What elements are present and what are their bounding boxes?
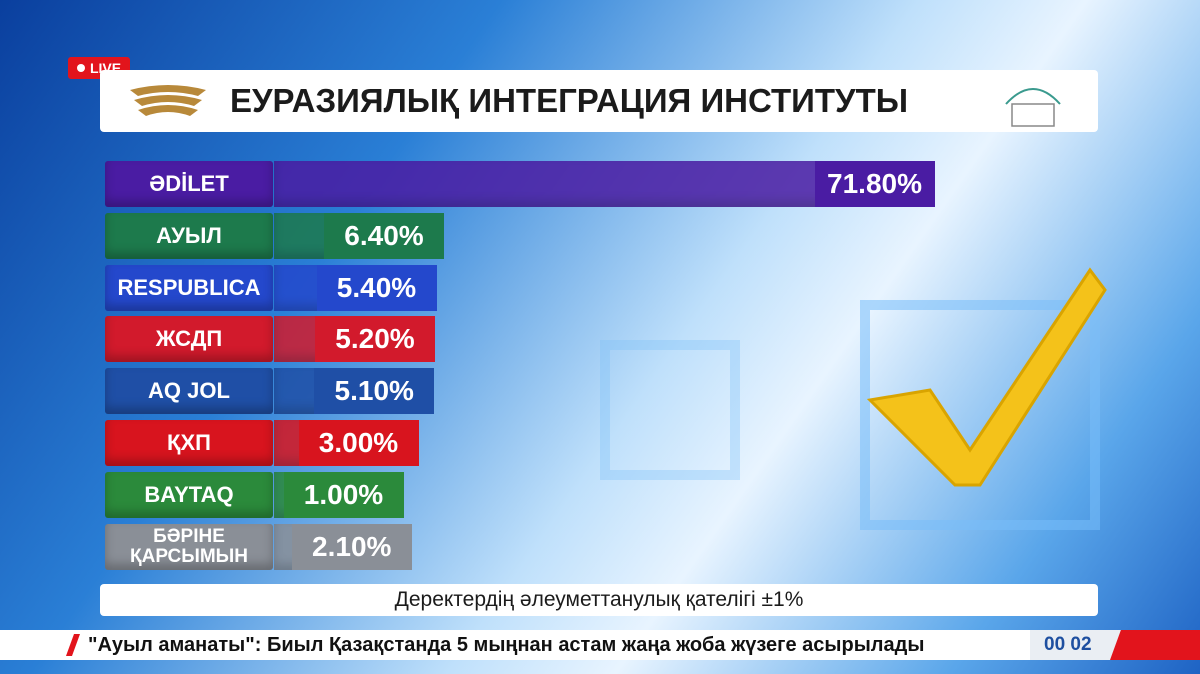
value-label: 5.40% — [316, 264, 437, 311]
checkmark — [866, 267, 1107, 487]
category-label: АУЫЛ — [105, 212, 273, 259]
category-label: AQ JOL — [105, 368, 273, 415]
logo — [130, 85, 206, 116]
header: ЕУРАЗИЯЛЫҚ ИНТЕГРАЦИЯ ИНСТИТУТЫ — [100, 70, 1098, 132]
value-label: 5.20% — [315, 316, 435, 363]
value-label: 6.40% — [324, 212, 444, 259]
category-label: ӘDİLET — [105, 161, 273, 207]
institute-logo — [1005, 88, 1061, 127]
category-label: BAYTAQ — [105, 471, 273, 518]
live-badge: LIVE — [68, 57, 130, 79]
decor — [860, 300, 1100, 530]
category-label: ЖСДП — [105, 316, 273, 363]
live-dot — [76, 64, 85, 72]
ticker: "Ауыл аманаты": Биыл Қазақстанда 5 мыңна… — [0, 630, 1200, 660]
value-label: 2.10% — [291, 523, 412, 570]
ticker-text: "Ауыл аманаты": Биыл Қазақстанда 5 мыңна… — [88, 633, 925, 656]
header-title: ЕУРАЗИЯЛЫҚ ИНТЕГРАЦИЯ ИНСТИТУТЫ — [230, 82, 909, 119]
category-label: БӘРІНЕ ҚАРСЫМЫН — [105, 523, 273, 570]
category-label: ҚХП — [105, 420, 273, 466]
value-label: 5.10% — [314, 368, 435, 415]
value-label: 71.80% — [814, 161, 935, 207]
category-label: RESPUBLICA — [105, 264, 273, 311]
value-label: 3.00% — [298, 420, 419, 466]
decor — [600, 340, 740, 480]
clock-box: 00 02 — [1030, 630, 1200, 660]
value-label: 1.00% — [283, 471, 404, 518]
ticker-accent — [1110, 630, 1200, 660]
footnote: Деректердің әлеуметтанулық қателігі ±1% — [100, 584, 1098, 616]
clock: 00 02 — [1044, 634, 1092, 655]
ticker-mark — [65, 634, 81, 656]
